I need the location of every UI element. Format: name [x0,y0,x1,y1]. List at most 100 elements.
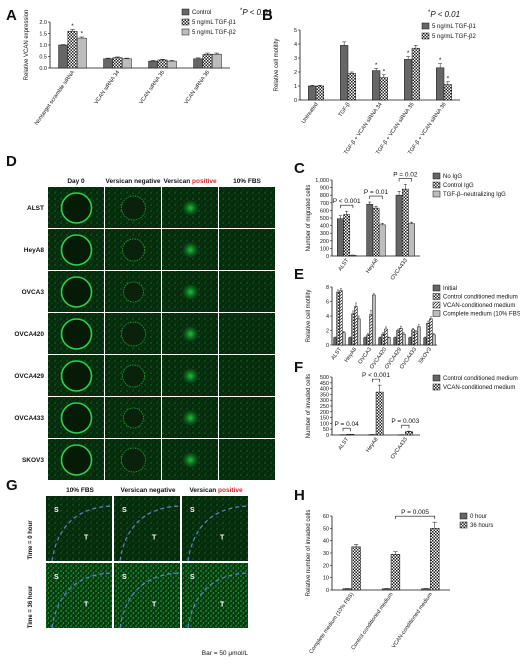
spheroid-positive [182,326,199,342]
bar [414,331,418,346]
bar [423,337,427,346]
y-tick-label: 0 [326,588,329,594]
panel-letter-g: G [6,477,18,494]
y-tick-label: 60 [323,514,329,520]
category-label: Control conditioned medium [350,591,394,651]
bar [369,314,373,346]
spheroid-initial [60,444,93,476]
chart-b: 0 1 2 3 4 5 Relative cell motility Untreated TGF… [274,10,476,156]
bar [121,58,132,69]
bar [401,188,409,257]
microscopy-tile [46,496,112,561]
category-label: HeyA8 [365,258,379,275]
y-tick-label: 0.5 [39,55,47,61]
legend-label: 5 ng/mL TGF-β2 [192,30,236,36]
g-header-fbs: 10% FBS [66,487,94,494]
invasion-front [119,572,181,629]
bar [351,313,355,346]
y-axis-label: Relative VCAN expression [24,10,30,81]
tumor-marker: T [84,535,89,542]
spheroid-negative [121,447,146,473]
y-axis-label: Number of invaded cells [306,374,312,438]
legend-label: Initial [443,286,457,292]
g-header-positive-prefix: Versican [189,487,218,494]
microscopy-tile [219,439,275,480]
bar [339,290,343,346]
significance-bracket [372,378,380,383]
y-axis-label: Relative cell motility [306,290,312,343]
significance-star: * [375,62,378,69]
panel-letter-f: F [294,359,303,376]
microscopy-tile [182,496,248,561]
y-tick-label: 1 [294,84,297,90]
category-label: ALST [330,346,343,361]
bar [384,328,388,346]
d-header-positive: Versican positive [163,178,217,185]
bar [443,84,452,101]
y-tick-label: 800 [320,193,329,199]
significance-star: * [383,68,386,75]
y-tick-label: 6 [326,300,329,306]
bar [393,337,397,346]
bar [342,332,346,346]
y-tick-label: 0 [326,254,329,260]
note-star: * [240,8,243,14]
panel-letter-b: B [262,7,273,24]
note-star: * [428,10,431,16]
g-header-negative: Versican negative [121,487,176,494]
significance-bracket [401,424,410,429]
category-label: HeyA8 [365,437,379,454]
legend-swatch [432,301,441,309]
bar [411,47,420,101]
bar [396,330,400,346]
bar [308,85,317,101]
category-label: ALST [337,436,350,451]
invasion-front [51,505,113,562]
spheroid-negative [123,281,144,303]
panel-letter-e: E [294,266,304,283]
note-text: P < 0.01 [430,10,460,19]
bar [349,254,357,257]
legend-swatch [432,383,441,391]
bar [436,67,445,101]
microscopy-tile [219,397,275,438]
y-tick-label: 200 [320,239,329,245]
d-header-day0: Day 0 [67,178,85,185]
category-label: OVCA433 [390,258,409,282]
microscopy-tile [219,355,275,396]
p-value-label: P = 0.003 [391,418,419,425]
legend-label: Control IgG [443,183,474,189]
spheroid-initial [60,360,93,392]
significance-bracket [395,515,436,520]
spheroid-positive [182,200,199,216]
y-tick-label: 4 [294,42,297,48]
bar [67,30,78,69]
invasion-front [187,572,249,629]
category-label: VCAN siRNA 36 [183,70,211,106]
y-tick-label: 50 [323,526,329,532]
panel-letter-h: H [294,487,305,504]
y-tick-label: 300 [320,231,329,237]
legend-label: 36 hours [470,523,493,529]
panel-letter-c: C [294,160,305,177]
bar [357,318,361,346]
y-tick-label: 1.5 [39,32,47,38]
category-label: TGF-β [338,102,352,119]
microscopy-tile [219,187,275,228]
p-value-label: P < 0.001 [333,198,361,205]
y-tick-label: 100 [320,421,329,427]
bar [381,588,392,591]
legend-label: 5 ng/mL TGF-β1 [432,24,476,30]
category-label: Nontarget scramble siRNA [34,69,76,126]
category-label: VCAN siRNA 34 [93,70,121,106]
bar [390,553,401,591]
bar [387,337,391,346]
bar [103,58,114,69]
y-tick-label: 150 [320,416,329,422]
significance-note: *P < 0.01 [240,8,272,17]
y-axis-label: Number of migrated cells [306,185,312,252]
legend-swatch [181,18,190,26]
y-tick-label: 500 [320,216,329,222]
microscopy-grid-g: 10% FBS Versican negative Versican posit… [28,487,248,657]
